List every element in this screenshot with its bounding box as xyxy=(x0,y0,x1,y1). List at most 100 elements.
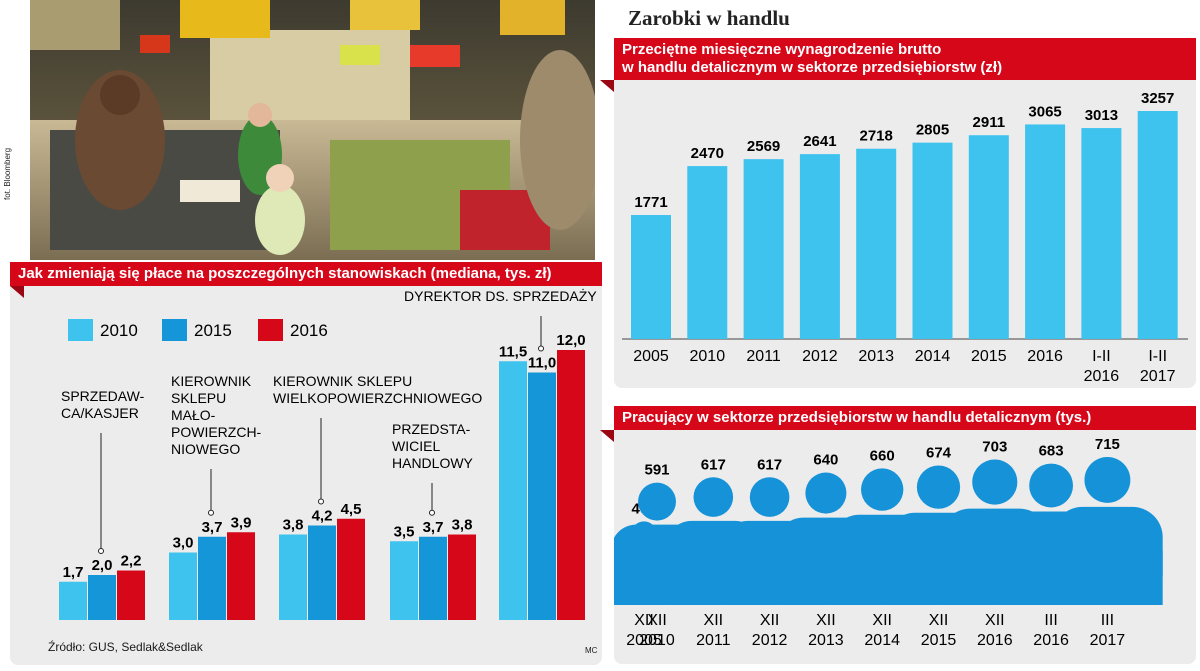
person-head xyxy=(749,477,790,517)
page-title: Zarobki w handlu xyxy=(628,6,790,30)
employment-value-label: 660 xyxy=(870,447,895,464)
title-bar-fold xyxy=(600,430,614,442)
person-head xyxy=(1084,457,1131,503)
x-tick-label: 2010 xyxy=(690,348,726,365)
x-tick-label: XII xyxy=(704,612,724,629)
x-tick-label: I-II xyxy=(1092,348,1111,365)
connector-dot xyxy=(429,509,435,516)
x-tick-label: 2012 xyxy=(802,348,838,365)
avg-salary-title-line-1: Przeciętne miesięczne wynagrodzenie brut… xyxy=(622,41,942,58)
data-label: 3,8 xyxy=(283,517,304,534)
salary-bar xyxy=(1081,128,1122,339)
employment-value-label: 640 xyxy=(813,452,838,469)
x-tick-label: 2014 xyxy=(864,632,900,649)
category-label: PRZEDSTA- xyxy=(392,421,471,437)
x-tick-label: 2010 xyxy=(639,632,675,649)
bar-2016 xyxy=(448,534,476,620)
salary-value-label: 2805 xyxy=(916,122,949,139)
bar-2010 xyxy=(499,361,527,620)
x-tick-label: 2015 xyxy=(921,632,957,649)
x-tick-label: 2011 xyxy=(746,348,781,365)
data-label: 1,7 xyxy=(63,564,84,581)
employment-value-label: 715 xyxy=(1095,436,1120,453)
legend-swatch-2010 xyxy=(68,319,93,341)
legend-swatch-2016 xyxy=(258,319,283,341)
bar-2016 xyxy=(337,518,365,620)
x-tick-label: XII xyxy=(985,612,1005,629)
bar-2015 xyxy=(88,575,116,620)
bar-2010 xyxy=(390,541,418,620)
x-tick-label: 2016 xyxy=(1027,348,1063,365)
x-tick-label: 2005 xyxy=(626,632,662,649)
person-head xyxy=(916,465,961,509)
category-label: KIEROWNIK xyxy=(171,373,252,389)
data-label: 12,0 xyxy=(556,332,585,349)
connector-dot xyxy=(208,509,214,516)
person-head xyxy=(1029,463,1074,508)
salary-value-label: 2569 xyxy=(747,138,780,155)
x-tick-label: I-II xyxy=(1148,348,1167,365)
data-label: 2,0 xyxy=(92,557,113,574)
x-tick-label: 2011 xyxy=(696,632,731,649)
x-tick-label: XII xyxy=(929,612,949,629)
source-note: Źródło: GUS, Sedlak&Sedlak xyxy=(48,640,203,654)
salary-bar xyxy=(1025,124,1066,340)
salary-bar xyxy=(631,215,671,339)
employment-value-label: 617 xyxy=(701,456,726,473)
employment-title-bar: Pracujący w sektorze przedsiębiorstw w h… xyxy=(614,406,1196,430)
salary-value-label: 2911 xyxy=(973,114,1006,131)
title-bar-fold xyxy=(10,286,24,298)
data-label: 11,5 xyxy=(499,343,527,360)
category-label: MAŁO- xyxy=(171,407,216,423)
x-tick-label: XII xyxy=(760,612,780,629)
x-tick-label: XII xyxy=(647,612,667,629)
salary-value-label: 3257 xyxy=(1141,90,1174,107)
person-head xyxy=(861,468,904,511)
x-tick-label: III xyxy=(1101,612,1114,629)
x-tick-label: 2016 xyxy=(1084,368,1120,385)
avg-salary-chart: 1771 2005 2470 2010 2569 2011 2641 2012 2718 2013… xyxy=(622,90,1188,385)
salary-by-position-title-bar: Jak zmieniają się płace na poszczególnyc… xyxy=(10,262,602,286)
x-tick-label: 2016 xyxy=(977,632,1013,649)
employment-value-label: 674 xyxy=(926,444,952,461)
salary-bar xyxy=(687,166,728,339)
category-label: HANDLOWY xyxy=(392,455,474,471)
person-head xyxy=(805,472,847,514)
category-label: CA/KASJER xyxy=(61,405,139,421)
data-label: 3,5 xyxy=(394,523,415,540)
employment-title: Pracujący w sektorze przedsiębiorstw w h… xyxy=(622,409,1092,426)
data-label: 2,2 xyxy=(121,553,142,570)
bar-2016 xyxy=(557,350,585,620)
data-label: 3,0 xyxy=(173,535,194,552)
category-label: DYREKTOR DS. SPRZEDAŻY xyxy=(404,287,597,304)
category-label: POWIERZCH- xyxy=(171,424,262,440)
employment-value-label: 683 xyxy=(1039,443,1064,460)
x-tick-label: XII xyxy=(816,612,836,629)
salary-bar xyxy=(799,154,840,339)
salary-value-label: 2718 xyxy=(860,128,893,145)
data-label: 11,0 xyxy=(528,355,556,372)
bar-2015 xyxy=(419,536,447,620)
category-label: SKLEPU xyxy=(171,390,226,406)
x-tick-label: 2014 xyxy=(915,348,951,365)
bar-2016 xyxy=(117,570,145,620)
employment-value-label: 703 xyxy=(982,438,1007,455)
bar-2010 xyxy=(279,534,307,620)
employment-value-label: 617 xyxy=(757,456,782,473)
data-label: 4,2 xyxy=(312,508,333,525)
bar-2015 xyxy=(528,372,556,620)
avg-salary-title-line-2: w handlu detalicznym w sektorze przedsię… xyxy=(622,59,1003,76)
x-tick-label: 2005 xyxy=(633,348,669,365)
bar-2010 xyxy=(59,581,87,620)
author-initials: MC xyxy=(585,646,598,655)
category-label: NIOWEGO xyxy=(171,441,240,457)
salary-by-position-chart: 2010 2015 2016 1,7 2,0 2,2 SPRZEDAW-CA/KASJER 3… xyxy=(59,287,597,620)
data-label: 4,5 xyxy=(341,501,362,518)
person-head xyxy=(693,477,734,517)
x-tick-label: XII xyxy=(634,612,654,629)
category-label: WIELKOPOWIERZCHNIOWEGO xyxy=(273,390,482,406)
salary-value-label: 2641 xyxy=(803,133,836,150)
salary-value-label: 3065 xyxy=(1028,103,1061,120)
x-tick-label: 2012 xyxy=(752,632,788,649)
salary-bar xyxy=(968,135,1009,339)
